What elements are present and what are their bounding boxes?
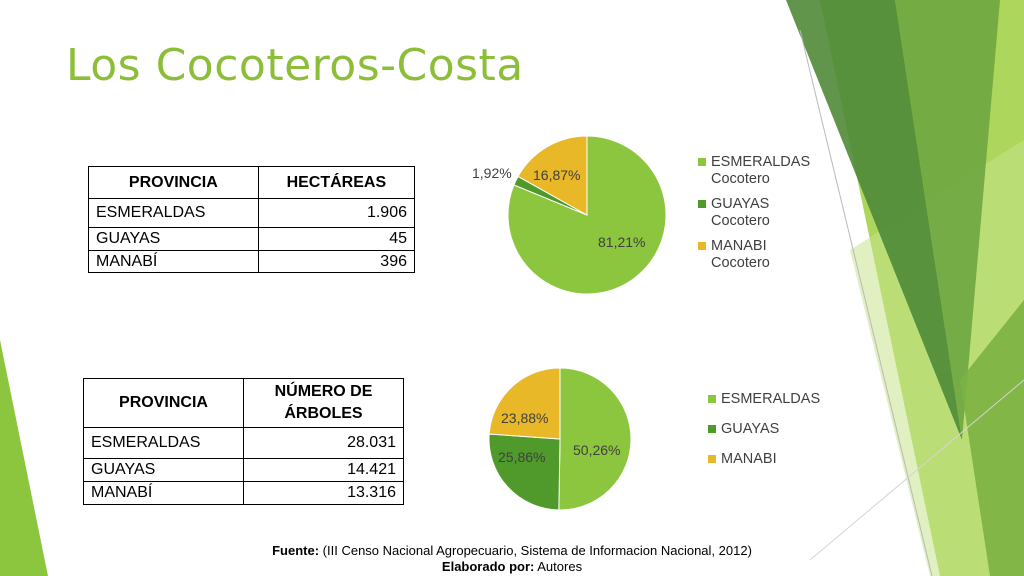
pie-data-label: 25,86% xyxy=(498,449,545,465)
slide-title: Los Cocoteros-Costa xyxy=(66,40,524,91)
table-cell-value: 1.906 xyxy=(257,198,416,228)
legend-label: Cocotero xyxy=(711,255,770,271)
legend-label: GUAYAS xyxy=(721,421,779,437)
pie-slice-manabi xyxy=(517,135,588,216)
footer-author-label: Elaborado por: xyxy=(441,559,535,574)
table-cell-provincia: GUAYAS xyxy=(88,227,259,251)
pie-data-label: 1,92% xyxy=(472,165,512,181)
deco-right-dark-band xyxy=(786,0,962,440)
table-header-provincia: PROVINCIA xyxy=(88,166,259,199)
deco-thin-line-1 xyxy=(799,29,933,576)
legend-swatch xyxy=(698,158,706,166)
table-row: ESMERALDAS 28.031 xyxy=(83,427,404,459)
legend-swatch xyxy=(698,200,706,208)
legend-label: MANABI xyxy=(721,451,777,467)
table-cell-provincia: ESMERALDAS xyxy=(88,198,259,228)
table-row: GUAYAS 45 xyxy=(88,227,416,251)
deco-left-stripe xyxy=(0,340,48,576)
legend-label: Cocotero xyxy=(711,171,770,187)
pie-slice-esmeraldas xyxy=(558,367,632,511)
pie-data-label: 16,87% xyxy=(533,167,580,183)
table-cell-value: 28.031 xyxy=(243,427,404,459)
table-cell-value: 45 xyxy=(257,227,416,251)
legend-swatch xyxy=(708,395,716,403)
table-row: MANABÍ 396 xyxy=(88,250,416,273)
deco-thin-line-2 xyxy=(809,379,1024,561)
pie-data-label: 23,88% xyxy=(501,410,548,426)
legend-label: ESMERALDAS xyxy=(721,391,820,407)
footer-source: Fuente: (III Censo Nacional Agropecuario… xyxy=(0,543,1024,558)
footer-source-label: Fuente: xyxy=(272,543,320,558)
pie-slice-manabi xyxy=(488,367,561,440)
pie-slice-guayas xyxy=(488,433,561,511)
pie-data-label: 81,21% xyxy=(598,234,645,250)
legend-label: MANABI xyxy=(711,238,767,254)
table-hectareas: PROVINCIA HECTÁREAS ESMERALDAS 1.906 GUA… xyxy=(88,166,416,273)
footer-source-text: (III Censo Nacional Agropecuario, Sistem… xyxy=(322,543,752,558)
legend-label: ESMERALDAS xyxy=(711,154,810,170)
deco-right-mid-band xyxy=(895,0,1000,440)
legend-swatch xyxy=(698,242,706,250)
footer-author-text: Autores xyxy=(537,559,583,574)
table-header-provincia: PROVINCIA xyxy=(83,378,244,428)
table-cell-provincia: MANABÍ xyxy=(83,481,244,505)
table-cell-value: 14.421 xyxy=(243,458,404,482)
table-cell-value: 13.316 xyxy=(243,481,404,505)
table-header-hectareas: HECTÁREAS xyxy=(257,166,416,199)
footer-author: Elaborado por: Autores xyxy=(0,559,1024,574)
legend-swatch xyxy=(708,455,716,463)
table-header-numero-arboles: NÚMERO DE ÁRBOLES xyxy=(243,378,404,428)
deco-bottom-right-band xyxy=(960,300,1024,576)
table-cell-value: 396 xyxy=(257,250,416,273)
table-cell-provincia: MANABÍ xyxy=(88,250,259,273)
table-row: ESMERALDAS 1.906 xyxy=(88,198,416,228)
legend-swatch xyxy=(708,425,716,433)
pie-data-label: 50,26% xyxy=(573,442,620,458)
table-row: MANABÍ 13.316 xyxy=(83,481,404,505)
legend-label: GUAYAS xyxy=(711,196,769,212)
table-arboles: PROVINCIA NÚMERO DE ÁRBOLES ESMERALDAS 28… xyxy=(83,378,404,505)
legend-label: Cocotero xyxy=(711,213,770,229)
